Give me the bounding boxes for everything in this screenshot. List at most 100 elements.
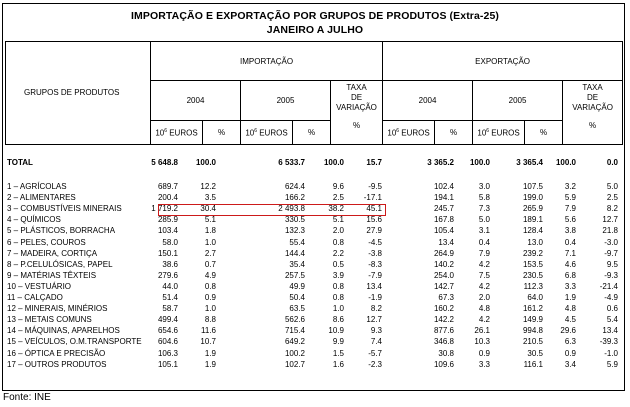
row-label: 4 – QUÍMICOS	[7, 215, 61, 225]
imp-2004-pct: 1.0	[204, 237, 216, 247]
table-row: 15 – VEÍCULOS, O.M.TRANSPORTE 604.6 10.7 64…	[6, 337, 622, 347]
exp-taxa: -3.0	[604, 237, 618, 247]
imp-2004-value: 279.6	[157, 270, 178, 280]
imp-2005-pct: 0.8	[332, 237, 344, 247]
header-exp-2005: 2005	[472, 80, 564, 121]
exp-2005-value: 239.2	[522, 248, 543, 258]
imp-2005-pct: 1.5	[332, 348, 344, 358]
taxa-line-1: TAXA	[582, 83, 603, 92]
exp-2005-value: 153.5	[522, 259, 543, 269]
imp-2004-pct: 1.9	[204, 359, 216, 369]
imp-taxa: 8.2	[370, 304, 382, 314]
imp-taxa: -5.7	[368, 348, 382, 358]
imp-2004-pct: 0.9	[204, 293, 216, 302]
imp-2005-value: 102.7	[284, 359, 305, 369]
imp-2005-value: 132.3	[284, 226, 305, 236]
imp-2004-pct: 4.9	[204, 270, 216, 280]
exp-2005-pct: 3.2	[564, 182, 576, 191]
exp-2004-pct: 4.2	[478, 259, 490, 269]
unit-cell: 106 EUROS	[240, 120, 293, 145]
row-label: 12 – MINERAIS, MINÉRIOS	[7, 304, 108, 314]
exp-2005-value: 13.0	[527, 237, 543, 247]
imp-2005-pct: 1.6	[332, 359, 344, 369]
imp-2004-pct: 3.5	[204, 193, 216, 203]
table-row: 16 – ÓPTICA E PRECISÃO 106.3 1.9 100.2 1.5 -5…	[6, 349, 622, 359]
exp-2005-pct: 5.9	[564, 193, 576, 203]
imp-2004-value: 604.6	[157, 337, 178, 347]
exp-2005-pct: 3.4	[564, 359, 576, 369]
table-subtitle: JANEIRO A JULHO	[266, 24, 364, 36]
row-label: 11 – CALÇADO	[7, 293, 63, 302]
imp-2004-pct: 8.8	[204, 315, 216, 325]
header-imp-taxa: TAXA DE VARIAÇÃO %	[329, 80, 384, 145]
row-label: 1 – AGRÍCOLAS	[7, 182, 67, 191]
exp-2004-value: 67.3	[438, 293, 454, 302]
exp-2005-value: 265.9	[522, 204, 543, 214]
table-row: 10 – VESTUÁRIO 44.0 0.8 49.9 0.8 13.4 142.7 4.2…	[6, 282, 622, 292]
header-imp-2004: 2004	[150, 80, 241, 121]
imp-2005-value: 715.4	[284, 326, 305, 336]
imp-2004-pct: 5.1	[204, 215, 216, 225]
imp-2005-value: 144.4	[284, 248, 305, 258]
imp-2005-value: 49.9	[289, 281, 305, 291]
exp-2005-pct: 4.5	[564, 315, 576, 325]
exp-taxa: -1.0	[604, 348, 618, 358]
imp-2004-value: 200.4	[157, 193, 178, 203]
exp-2005-value: 116.1	[523, 359, 543, 369]
exp-taxa: 5.0	[606, 182, 618, 191]
table-row: 1 – AGRÍCOLAS 689.7 12.2 624.4 9.6 -9.5 102.4 3…	[6, 182, 622, 192]
exp-2004-value: 167.8	[433, 215, 454, 225]
exp-taxa: 12.7	[602, 215, 618, 225]
exp-2004-value: 142.7	[433, 281, 454, 291]
imp-2005-pct: 1.0	[332, 304, 344, 314]
imp-taxa: 15.6	[366, 215, 382, 225]
exp-2004-pct: 7.9	[478, 248, 490, 258]
imp-2004-pct: 0.8	[204, 281, 216, 291]
exp-2004-pct: 4.8	[478, 304, 490, 314]
imp-2004-pct: 1.0	[204, 304, 216, 314]
imp-taxa: 9.3	[370, 326, 382, 336]
exp-2004-pct: 3.3	[478, 359, 490, 369]
row-label: 16 – ÓPTICA E PRECISÃO	[7, 348, 106, 358]
exp-taxa: 9.5	[606, 259, 618, 269]
header-exp-taxa: TAXA DE VARIAÇÃO %	[562, 80, 624, 145]
exp-2004-value: 194.1	[433, 193, 454, 203]
imp-taxa: -3.8	[368, 248, 382, 258]
exp-2004-pct: 26.1	[474, 326, 490, 336]
exp-2005-pct: 29.6	[560, 326, 576, 336]
imp-2005-value: 166.2	[284, 193, 305, 203]
imp-2004-value: 1 719.2	[151, 204, 178, 214]
header-groups-label: GRUPOS DE PRODUTOS	[5, 41, 151, 145]
imp-2005-value: 55.4	[289, 237, 305, 247]
imp-2005-value: 257.5	[284, 270, 305, 280]
exp-2004-pct: 2.0	[478, 293, 490, 302]
imp-taxa: 13.4	[366, 281, 382, 291]
exp-2005-value: 994.8	[522, 326, 543, 336]
exp-2005-pct: 6.8	[564, 270, 576, 280]
exp-2004-value: 142.2	[433, 315, 454, 325]
exp-taxa: -9.3	[604, 270, 618, 280]
row-label: 14 – MÁQUINAS, APARELHOS	[7, 326, 120, 336]
highlight-box	[158, 204, 386, 216]
imp-taxa: 7.4	[370, 337, 382, 347]
imp-2005-value: 649.2	[284, 337, 305, 347]
imp-2004-pct: 2.7	[204, 248, 216, 258]
imp-2004-value: 654.6	[157, 326, 178, 336]
imp-2004-pct: 1.9	[204, 348, 216, 358]
imp-2005-pct: 5.1	[332, 215, 344, 225]
exp-taxa: -39.3	[599, 337, 618, 347]
exp-2005-pct: 4.6	[564, 259, 576, 269]
exp-taxa: 2.5	[606, 193, 618, 203]
imp-2004-value: 44.0	[162, 281, 178, 291]
imp-2005-value: 50.4	[289, 293, 305, 302]
unit-cell: 106 EUROS	[382, 120, 436, 145]
imp-2005-value: 330.5	[284, 215, 305, 225]
exp-2004-pct: 5.8	[478, 193, 490, 203]
imp-2005-pct: 10.9	[328, 326, 344, 336]
taxa-line-2: DE	[350, 93, 363, 102]
row-label: 17 – OUTROS PRODUTOS	[7, 359, 107, 369]
exp-2004-pct: 7.5	[478, 270, 490, 280]
header-imp-taxa-pct: %	[352, 121, 361, 130]
row-label: 8 – P.CELULÓSICAS, PAPEL	[7, 259, 113, 269]
imp-2005-pct: 2.2	[332, 248, 344, 258]
